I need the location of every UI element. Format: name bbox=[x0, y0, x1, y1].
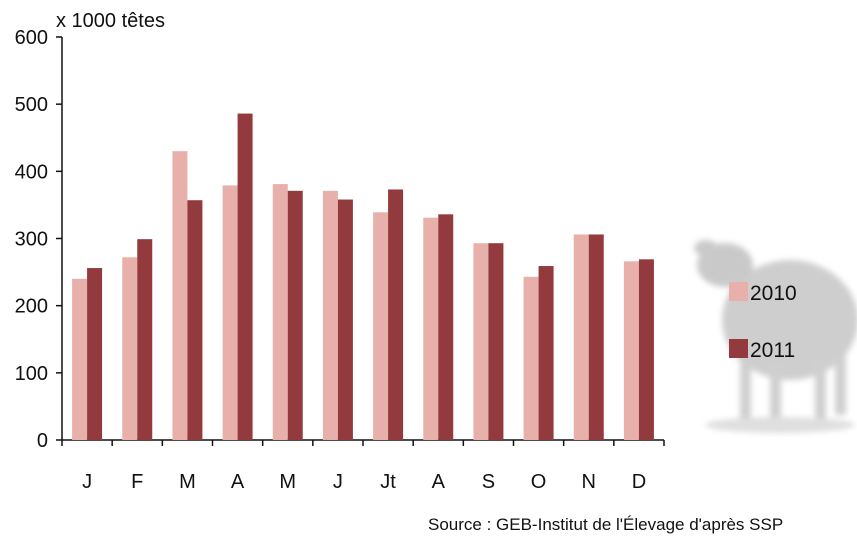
bar-2011 bbox=[438, 214, 454, 440]
bar-2010 bbox=[373, 212, 389, 440]
x-tick-label: M bbox=[179, 471, 196, 493]
y-tick-label: 0 bbox=[37, 430, 48, 452]
sheep-silhouette bbox=[694, 240, 857, 433]
x-tick-label: S bbox=[482, 471, 495, 493]
y-tick-label: 600 bbox=[15, 27, 48, 49]
x-tick-label: J bbox=[82, 471, 92, 493]
legend-swatch bbox=[729, 339, 748, 358]
y-tick-label: 500 bbox=[15, 94, 48, 116]
bar-2010 bbox=[322, 190, 338, 440]
bar-2011 bbox=[287, 190, 303, 440]
legend: 2010 2011 bbox=[729, 282, 797, 362]
y-tick-label: 200 bbox=[15, 296, 48, 318]
legend-label: 2010 bbox=[750, 282, 797, 305]
y-unit-label: x 1000 têtes bbox=[56, 10, 165, 32]
y-tick-label: 400 bbox=[15, 161, 48, 183]
bar-2011 bbox=[87, 268, 103, 440]
bar-2010 bbox=[122, 257, 138, 440]
x-tick-label: M bbox=[279, 471, 296, 493]
y-tick-label: 100 bbox=[15, 363, 48, 385]
x-tick-label: F bbox=[131, 471, 143, 493]
axes bbox=[56, 36, 665, 446]
bar-2010 bbox=[473, 243, 489, 440]
bar-2010 bbox=[523, 276, 539, 440]
source-note: Source : GEB-Institut de l'Élevage d'apr… bbox=[428, 515, 783, 534]
bar-2010 bbox=[222, 185, 238, 440]
tick-labels: 0 100 200 300 400 500 600 J F M A M J Jt A S O N D bbox=[15, 27, 647, 493]
bar-2010 bbox=[623, 261, 639, 440]
bar-2011 bbox=[137, 239, 153, 440]
x-tick-label: A bbox=[432, 471, 446, 493]
legend-swatch bbox=[729, 282, 748, 301]
bar-2011 bbox=[588, 234, 604, 440]
x-tick-label: Jt bbox=[380, 471, 396, 493]
x-tick-label: N bbox=[582, 471, 596, 493]
bar-2010 bbox=[573, 234, 589, 440]
bar-2010 bbox=[172, 151, 188, 440]
bar-2011 bbox=[388, 189, 404, 440]
legend-label: 2011 bbox=[750, 339, 795, 362]
x-tick-label: A bbox=[231, 471, 245, 493]
bar-2011 bbox=[538, 266, 554, 440]
x-tick-label: D bbox=[632, 471, 646, 493]
bar-2010 bbox=[423, 217, 439, 440]
bar-2011 bbox=[237, 113, 253, 440]
x-tick-label: J bbox=[333, 471, 343, 493]
bar-2011 bbox=[638, 259, 654, 440]
bar-2011 bbox=[187, 200, 203, 440]
bar-2010 bbox=[72, 278, 88, 440]
y-tick-label: 300 bbox=[15, 229, 48, 251]
x-tick-label: O bbox=[531, 471, 547, 493]
bars bbox=[72, 113, 654, 440]
bar-2010 bbox=[272, 184, 288, 440]
bar-2011 bbox=[488, 243, 504, 440]
bar-2011 bbox=[337, 199, 353, 440]
